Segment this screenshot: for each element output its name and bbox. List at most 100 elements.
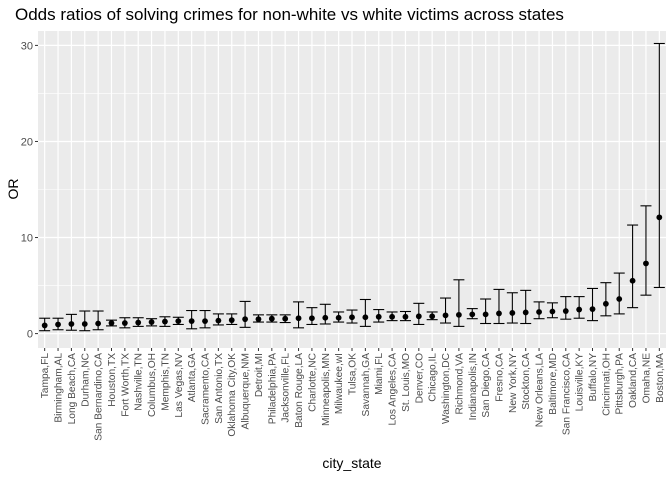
x-tick-label: Baltimore,MD [548,353,559,415]
or-point [322,314,329,321]
or-point [282,315,289,322]
x-tick-label: Nashville,TN [134,353,145,411]
y-tick-label: 20 [21,136,33,148]
or-point [295,315,302,322]
x-tick-label: Atlanta,GA [187,353,198,402]
or-point [375,313,382,320]
x-tick-label: Houston,TX [107,353,118,407]
errorbar [79,310,91,332]
errorbar [440,297,452,324]
errorbar [560,296,572,320]
y-axis-title: OR [5,179,21,200]
x-tick-label: San Francisco,CA [561,353,572,435]
x-tick-label: Memphis,TN [160,353,171,411]
or-point [402,313,409,320]
x-tick-label: Baton Rouge,LA [294,353,305,428]
errorbar [506,292,518,324]
or-point [81,321,88,327]
errorbar [600,282,612,317]
errorbar [92,310,104,331]
or-point [68,321,75,327]
or-point [643,260,649,267]
or-point [242,316,249,323]
or-point [496,310,502,317]
or-point [175,318,182,325]
x-tick-label: Sacramento,CA [201,353,212,425]
or-point [202,318,208,325]
x-axis-ticks: Tampa,FL Birmingham,AL Long Beach,CA Durham… [40,348,666,441]
or-point [135,319,142,326]
or-point [536,309,542,315]
y-tick-label: 30 [21,40,33,52]
x-tick-label: Stockton,CA [521,353,532,410]
or-point [121,320,128,326]
x-tick-label: San Antonio,TX [214,353,225,424]
errorbar [293,301,305,329]
errorbar [640,205,652,296]
errorbar [239,300,251,328]
or-point [589,306,596,312]
or-point [335,314,342,321]
x-tick-label: Omaha,NE [641,353,652,404]
errorbar [319,303,331,325]
x-tick-label: Miami,FL [374,353,385,395]
x-tick-label: Albuquerque,NM [241,353,252,429]
x-tick-label: Fresno,CA [494,353,505,402]
x-tick-label: Las Vegas,NV [174,353,185,418]
or-point [95,320,102,327]
errorbar [653,42,665,289]
or-point [55,321,61,328]
x-tick-label: Boston,MA [655,353,666,403]
x-tick-label: Tampa,FL [40,353,51,399]
or-point [616,296,623,302]
or-point [455,311,462,318]
x-tick-label: Washington,DC [441,353,452,424]
or-point [268,315,275,322]
y-axis-ticks: 0 10 20 30 [21,40,38,341]
errorbar [520,289,532,325]
x-tick-label: Pittsburgh,PA [615,353,626,415]
x-tick-label: Jacksonville,FL [281,353,292,423]
x-tick-label: Oklahoma City,OK [227,353,238,437]
errorbar [453,279,465,327]
or-point [148,319,155,325]
x-tick-label: Milwaukee,wI [334,353,345,414]
chart-title: Odds ratios of solving crimes for non-wh… [15,5,564,24]
or-point [415,313,422,320]
x-axis-title: city_state [322,455,381,471]
or-point [602,300,609,307]
or-point [41,322,48,329]
or-point [469,311,476,318]
or-point [228,317,235,324]
x-tick-label: Birmingham,AL [54,353,65,423]
x-tick-label: New Orleans,LA [535,353,546,427]
or-point [255,316,262,323]
x-tick-label: Los Angeles,CA [388,353,399,426]
or-point [549,308,556,315]
x-tick-label: Buffalo,NY [588,353,599,402]
or-point [576,306,583,313]
errorbar [587,287,599,322]
x-tick-label: Detroit,MI [254,353,265,397]
or-point [562,308,569,314]
x-tick-label: St. Louis,MO [401,353,412,412]
x-tick-label: Denver,CO [414,353,425,403]
x-tick-label: Richmond,VA [454,353,465,415]
x-tick-label: Durham,NC [80,353,91,407]
or-point [482,311,489,318]
or-points [41,214,663,329]
or-point [389,313,395,320]
or-point [522,309,529,316]
x-tick-label: Tulsa,OK [348,353,359,395]
x-tick-label: Fort Worth,TX [120,353,131,417]
or-point [349,314,355,321]
x-tick-label: Oakland,CA [628,353,639,408]
or-point [215,317,222,324]
x-tick-label: Louisville,KY [575,353,586,412]
y-tick-label: 10 [21,233,33,245]
x-tick-label: Savannah,GA [361,353,372,417]
x-tick-label: San Bernardino,CA [94,353,105,441]
x-tick-label: Columbus,OH [147,353,158,417]
